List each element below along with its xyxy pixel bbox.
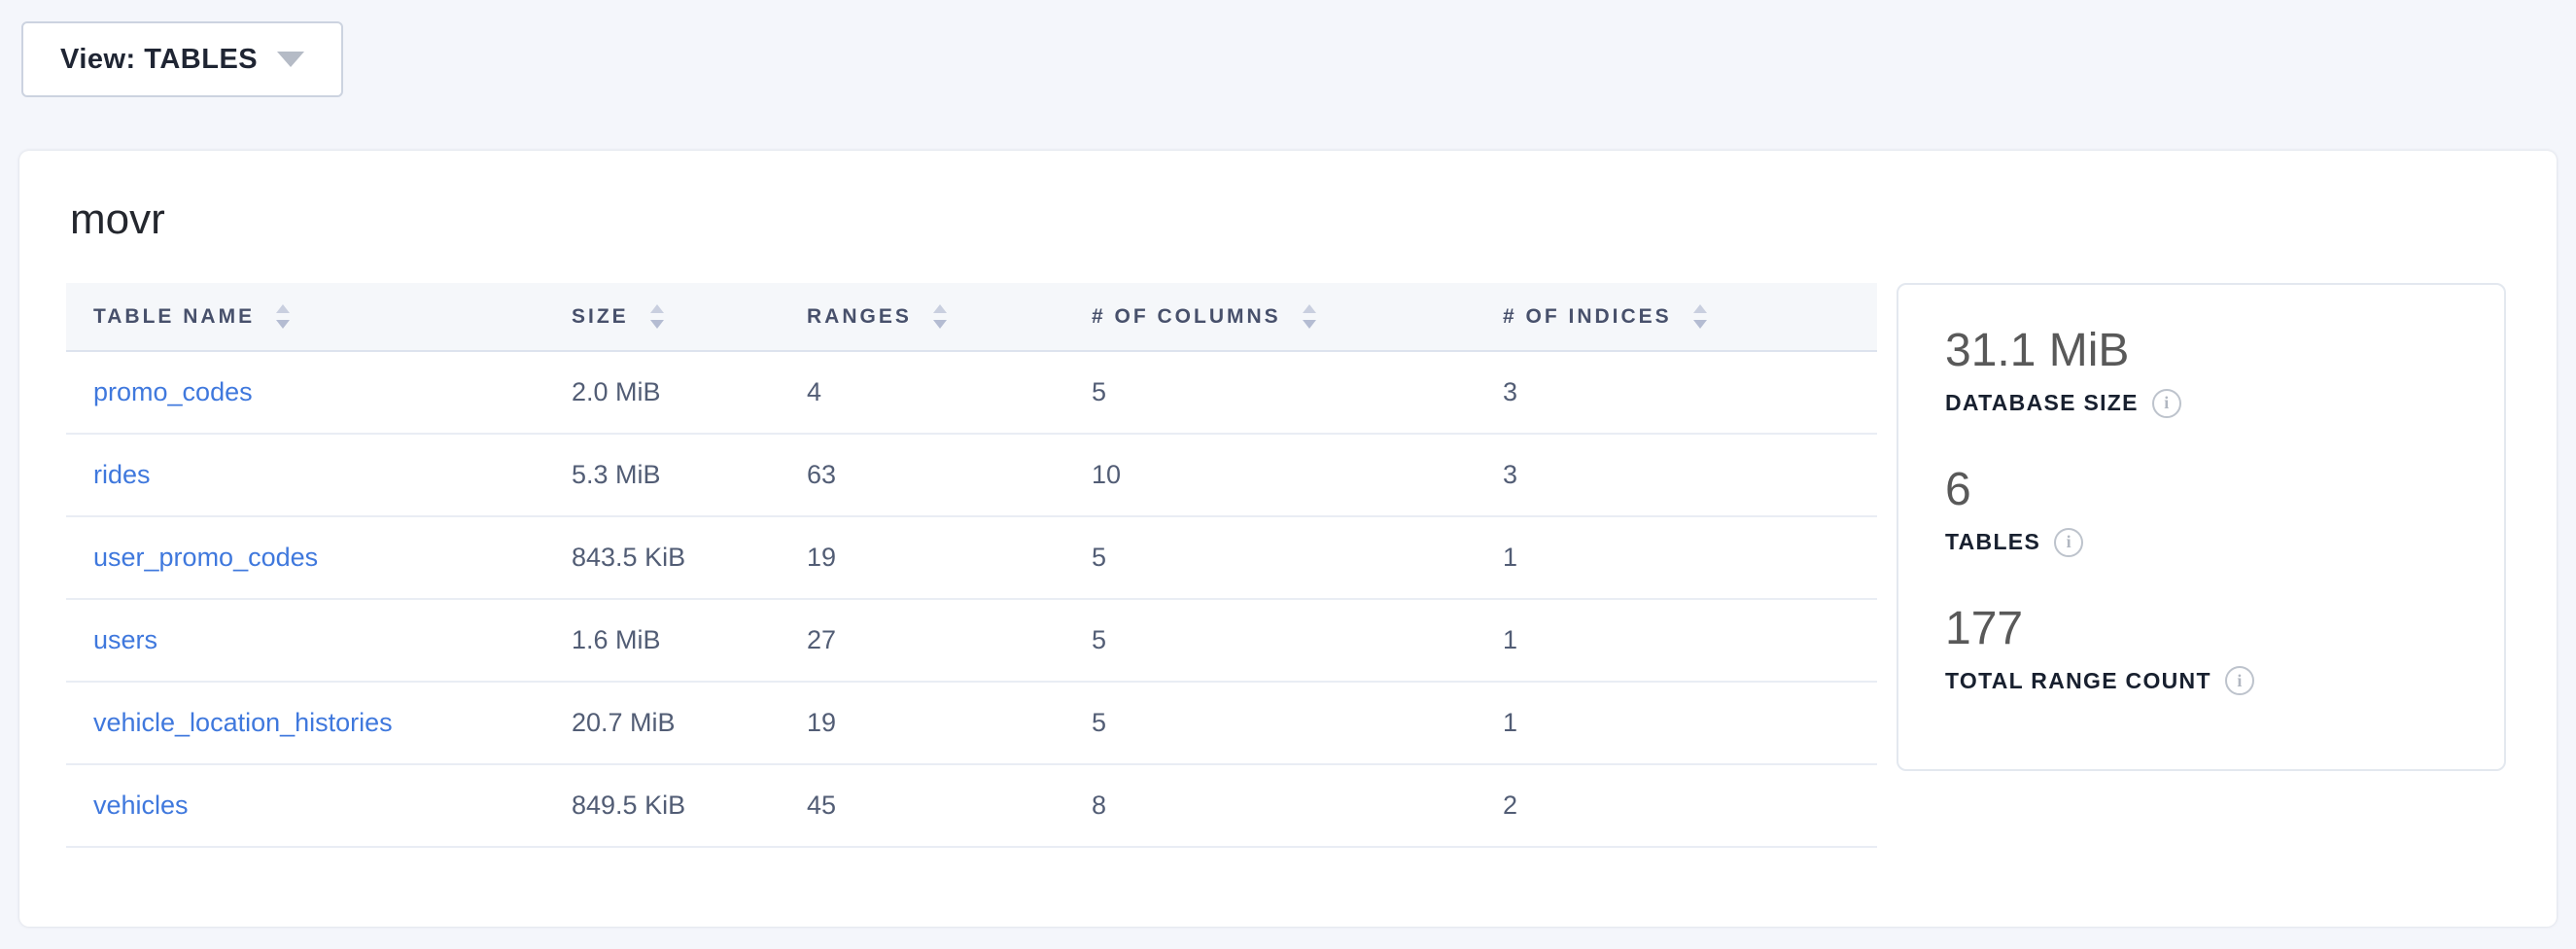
table-size-cell: 1.6 MiB [572,599,807,683]
column-header-size[interactable]: SIZE [572,283,807,351]
table-size-cell: 5.3 MiB [572,434,807,517]
view-selector-label: View: TABLES [60,43,259,75]
table-indices-cell: 2 [1503,764,1877,848]
info-icon[interactable]: i [2151,388,2181,418]
table-indices-cell: 3 [1503,351,1877,435]
stat-label: DATABASE SIZE [1945,390,2139,416]
stat-tables-count: 6 TABLES i [1945,463,2461,557]
stat-total-range-count: 177 TOTAL RANGE COUNT i [1945,602,2461,696]
table-columns-cell: 10 [1092,434,1503,517]
chevron-down-icon [277,52,305,67]
column-header-label: RANGES [807,304,912,328]
table-link-vehicle-location-histories[interactable]: vehicle_location_histories [93,708,393,737]
database-summary-panel: 31.1 MiB DATABASE SIZE i 6 TABLES i 177 [1897,283,2506,771]
table-size-cell: 843.5 KiB [572,516,807,600]
table-size-cell: 849.5 KiB [572,764,807,848]
table-columns-cell: 5 [1092,599,1503,683]
column-header-ranges[interactable]: RANGES [807,283,1092,351]
table-size-cell: 2.0 MiB [572,351,807,435]
table-columns-cell: 8 [1092,764,1503,848]
column-header-label: # OF COLUMNS [1092,304,1281,328]
column-header-table-name[interactable]: TABLE NAME [66,283,572,351]
sort-icon [932,304,947,329]
table-row: vehicle_location_histories 20.7 MiB 19 5… [66,682,1877,765]
sort-icon [1302,304,1316,329]
tables-table: TABLE NAME SIZE RANGES # OF COLUMNS # OF [66,283,1877,848]
table-row: rides 5.3 MiB 63 10 3 [66,434,1877,517]
table-indices-cell: 3 [1503,434,1877,517]
stat-label: TOTAL RANGE COUNT [1945,667,2211,693]
table-row: promo_codes 2.0 MiB 4 5 3 [66,351,1877,435]
table-indices-cell: 1 [1503,599,1877,683]
stat-label: TABLES [1945,529,2041,555]
table-indices-cell: 1 [1503,682,1877,765]
table-link-user-promo-codes[interactable]: user_promo_codes [93,543,319,572]
table-link-vehicles[interactable]: vehicles [93,791,189,820]
info-icon[interactable]: i [2054,527,2084,557]
column-header-label: SIZE [572,304,629,328]
stat-database-size: 31.1 MiB DATABASE SIZE i [1945,325,2461,418]
table-ranges-cell: 27 [807,599,1092,683]
stat-value: 31.1 MiB [1945,325,2130,376]
table-ranges-cell: 19 [807,516,1092,600]
table-link-rides[interactable]: rides [93,460,151,489]
table-link-users[interactable]: users [93,625,158,654]
table-ranges-cell: 4 [807,351,1092,435]
table-ranges-cell: 45 [807,764,1092,848]
database-content: TABLE NAME SIZE RANGES # OF COLUMNS # OF [66,283,2510,848]
database-title: movr [70,195,165,243]
table-ranges-cell: 63 [807,434,1092,517]
database-card: movr TABLE NAME SIZE RANGES [19,151,2557,927]
table-row: vehicles 849.5 KiB 45 8 2 [66,764,1877,848]
table-row: user_promo_codes 843.5 KiB 19 5 1 [66,516,1877,600]
table-header-row: TABLE NAME SIZE RANGES # OF COLUMNS # OF [66,283,1877,351]
table-indices-cell: 1 [1503,516,1877,600]
column-header-label: # OF INDICES [1503,304,1672,328]
column-header-num-indices[interactable]: # OF INDICES [1503,283,1877,351]
table-size-cell: 20.7 MiB [572,682,807,765]
column-header-label: TABLE NAME [93,304,256,328]
table-row: users 1.6 MiB 27 5 1 [66,599,1877,683]
sort-icon [649,304,664,329]
info-icon[interactable]: i [2224,666,2254,696]
column-header-num-columns[interactable]: # OF COLUMNS [1092,283,1503,351]
table-columns-cell: 5 [1092,351,1503,435]
table-columns-cell: 5 [1092,682,1503,765]
table-link-promo-codes[interactable]: promo_codes [93,377,253,406]
stat-value: 177 [1945,602,2024,654]
table-columns-cell: 5 [1092,516,1503,600]
sort-icon [276,304,291,329]
view-selector-button[interactable]: View: TABLES [21,21,344,97]
sort-icon [1692,304,1707,329]
table-ranges-cell: 19 [807,682,1092,765]
stat-value: 6 [1945,463,1971,515]
